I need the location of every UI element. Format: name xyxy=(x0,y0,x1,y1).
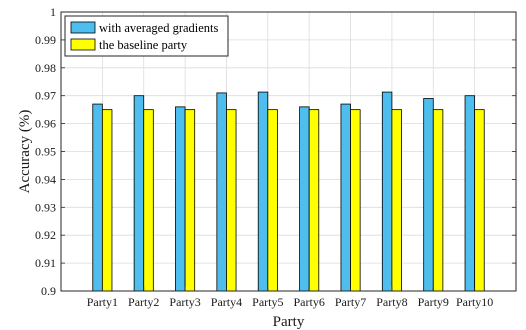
bar-baseline xyxy=(432,109,444,292)
legend-label-baseline: the baseline party xyxy=(99,38,188,52)
y-tick-label: 0.9 xyxy=(41,284,56,298)
y-tick-label: 0.94 xyxy=(35,172,56,186)
y-tick-label: 0.91 xyxy=(35,256,56,270)
x-tick-label: Party5 xyxy=(252,295,283,309)
x-axis-ticks: Party1 Party2 Party3 Party4 Party5 Party6 Part… xyxy=(87,287,493,309)
bar-baseline xyxy=(184,109,196,292)
bar-averaged xyxy=(423,98,434,292)
bar-averaged xyxy=(216,92,227,292)
x-tick-label: Party1 xyxy=(87,295,118,309)
x-tick-label: Party3 xyxy=(169,295,200,309)
legend-label-averaged: with averaged gradients xyxy=(99,21,219,35)
bar-baseline xyxy=(308,109,320,292)
bar-baseline xyxy=(226,109,237,292)
y-tick-label: 0.95 xyxy=(35,145,56,159)
x-tick-label: Party8 xyxy=(376,295,407,309)
bar-averaged xyxy=(257,91,269,292)
x-axis-label: Party xyxy=(273,314,305,330)
bar-baseline xyxy=(143,109,154,292)
bar-baseline xyxy=(474,109,485,292)
y-tick-label: 1 xyxy=(50,5,56,19)
x-tick-label: Party9 xyxy=(418,295,449,309)
legend: with averaged gradients the baseline par… xyxy=(64,15,229,57)
bar-averaged xyxy=(92,103,103,292)
y-tick-label: 0.96 xyxy=(35,117,56,131)
x-tick-label: Party2 xyxy=(128,295,159,309)
bar-averaged xyxy=(133,95,145,292)
x-tick-label: Party6 xyxy=(294,295,325,309)
bar-averaged xyxy=(464,95,476,292)
y-tick-label: 0.98 xyxy=(35,61,56,75)
x-tick-label: Party4 xyxy=(211,295,242,309)
y-axis-label: Accuracy (%) xyxy=(17,110,33,194)
y-tick-label: 0.97 xyxy=(35,89,56,103)
bar-averaged xyxy=(340,103,351,292)
legend-swatch-baseline xyxy=(70,38,96,51)
bar-baseline xyxy=(267,109,278,292)
bar-baseline xyxy=(391,109,402,292)
x-tick-label: Party10 xyxy=(456,295,493,309)
bars xyxy=(92,91,485,292)
bar-averaged xyxy=(381,91,393,292)
bar-averaged xyxy=(299,106,310,292)
x-tick-label: Party7 xyxy=(335,295,366,309)
bar-baseline xyxy=(101,109,113,292)
y-axis-ticks: 0.9 0.91 0.92 0.93 0.94 0.95 0.96 0.97 0.98 0.99 1 xyxy=(35,5,516,298)
bar-averaged xyxy=(175,106,186,292)
bar-baseline xyxy=(350,109,361,292)
legend-swatch-averaged xyxy=(70,21,96,34)
y-tick-label: 0.99 xyxy=(35,33,56,47)
y-tick-label: 0.92 xyxy=(35,228,56,242)
y-tick-label: 0.93 xyxy=(35,200,56,214)
